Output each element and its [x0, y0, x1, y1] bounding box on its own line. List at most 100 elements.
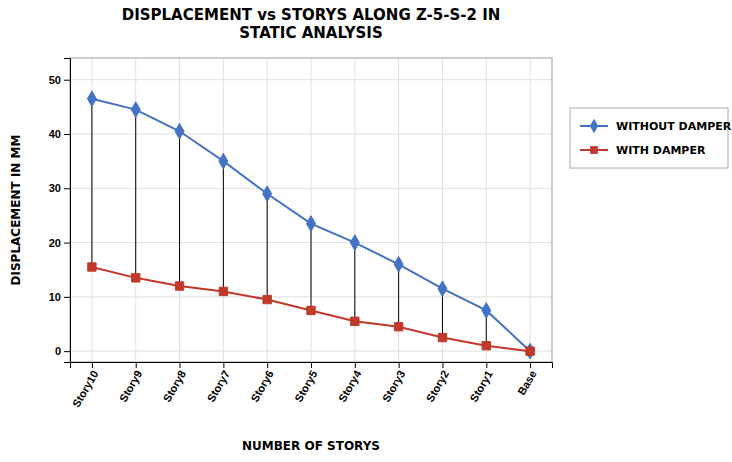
connector — [91, 99, 92, 267]
y-tick: 0 — [55, 345, 70, 357]
series-marker — [263, 295, 271, 303]
x-tick-label: Story7 — [204, 368, 232, 404]
x-tick-label: Story1 — [467, 368, 495, 404]
connector — [135, 110, 136, 278]
series-marker — [438, 281, 447, 297]
y-tick-label: 10 — [49, 291, 61, 303]
x-tick-mark — [355, 362, 356, 368]
grid-line-x — [311, 58, 312, 362]
grid-line-x — [223, 58, 224, 362]
x-tick-mark — [92, 362, 93, 368]
x-tick: Story4 — [336, 362, 364, 404]
y-tick-mark — [64, 80, 70, 81]
x-tick-mark — [530, 362, 531, 368]
series-marker — [219, 287, 227, 295]
x-tick-mark — [267, 362, 268, 368]
grid-line-x — [530, 58, 531, 362]
y-tick-label: 30 — [49, 182, 61, 194]
title: DISPLACEMENT vs STORYS ALONG Z-5-S-2 INS… — [122, 6, 501, 42]
series-marker — [131, 102, 140, 118]
connector — [267, 194, 268, 300]
series-marker — [394, 256, 403, 272]
x-tick: Story9 — [117, 362, 145, 404]
plot-area: Story10Story9Story8Story7Story6Story5Sto… — [49, 58, 553, 409]
y-tick-label: 50 — [49, 74, 61, 86]
series-marker — [351, 317, 359, 325]
series-line — [92, 99, 530, 351]
x-tick: Story10 — [70, 362, 101, 409]
legend-item: WITHOUT DAMPER — [580, 119, 732, 133]
y-tick: 40 — [49, 128, 70, 140]
legend-swatch-marker — [590, 119, 598, 133]
x-tick-label: Base — [515, 368, 539, 397]
x-tick: Story7 — [204, 362, 232, 404]
y-tick-mark — [64, 188, 70, 189]
x-tick-mark — [399, 362, 400, 368]
grid-line-x — [398, 58, 399, 362]
series-marker — [175, 123, 184, 139]
connector — [311, 224, 312, 311]
x-tick-label: Story4 — [336, 368, 364, 404]
connector — [354, 243, 355, 322]
x-tick: Story1 — [467, 362, 495, 404]
x-tick-mark — [136, 362, 137, 368]
series-marker — [175, 282, 183, 290]
y-tick-mark — [64, 134, 70, 135]
series-marker — [438, 333, 446, 341]
x-tick-mark — [223, 362, 224, 368]
series-marker — [132, 274, 140, 282]
series-marker — [482, 342, 490, 350]
y-axis-line — [64, 59, 71, 363]
x-axis-line — [71, 363, 553, 369]
y-tick-label: 20 — [49, 237, 61, 249]
y-tick: 50 — [49, 74, 70, 86]
y-axis-title: DISPLACEMENT IN MM — [9, 135, 23, 286]
grid — [70, 58, 552, 362]
grid-line-x — [354, 58, 355, 362]
series-marker — [482, 303, 491, 319]
data — [87, 91, 534, 359]
connector — [398, 264, 399, 326]
y-axis: 0 10 20 30 40 50 — [49, 59, 71, 363]
legend-label: WITHOUT DAMPER — [616, 120, 732, 133]
series-marker — [87, 91, 96, 107]
series-marker — [526, 347, 534, 355]
title-line: DISPLACEMENT vs STORYS ALONG Z-5-S-2 IN — [122, 6, 501, 24]
series-marker — [88, 263, 96, 271]
y-tick: 10 — [49, 291, 70, 303]
x-tick-mark — [180, 362, 181, 368]
grid-line-x — [442, 58, 443, 362]
y-tick-label: 40 — [49, 128, 61, 140]
x-tick: Base — [515, 362, 539, 397]
y-tick-mark — [64, 351, 70, 352]
y-tick-mark — [64, 243, 70, 244]
x-tick-label: Story9 — [117, 368, 145, 404]
series-marker — [394, 323, 402, 331]
legend-item: WITH DAMPER — [580, 144, 706, 157]
y-tick: 30 — [49, 182, 70, 194]
x-tick-mark — [442, 362, 443, 368]
x-tick: Story8 — [161, 362, 189, 404]
series-marker — [219, 153, 228, 169]
legend-swatch-marker — [590, 146, 598, 154]
series-line — [92, 267, 530, 351]
plot-frame — [70, 58, 552, 362]
series-marker — [263, 186, 272, 202]
series-marker — [350, 235, 359, 251]
legend-label: WITH DAMPER — [616, 144, 706, 157]
connector — [179, 131, 180, 286]
grid-line-x — [179, 58, 180, 362]
x-axis-title: NUMBER OF STORYS — [242, 439, 380, 453]
x-tick-label: Story8 — [161, 368, 189, 404]
series-marker — [307, 216, 316, 232]
series-marker — [307, 306, 315, 314]
legend-frame — [570, 108, 728, 168]
connector — [223, 161, 224, 291]
y-tick-label: 0 — [55, 345, 61, 357]
legend: WITHOUT DAMPER WITH DAMPER — [570, 108, 732, 168]
x-tick-label: Story6 — [248, 368, 276, 404]
grid-line-x — [267, 58, 268, 362]
x-tick: Story3 — [380, 362, 408, 404]
x-tick-mark — [486, 362, 487, 368]
y-tick: 20 — [49, 237, 70, 249]
